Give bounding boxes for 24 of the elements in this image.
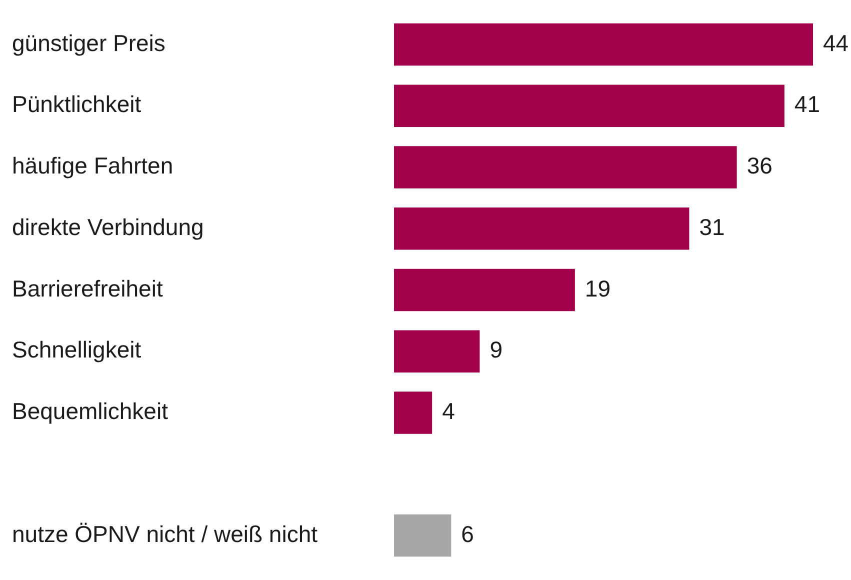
bar [394, 514, 452, 557]
bar [394, 84, 784, 128]
bar [394, 268, 575, 312]
y-tick-label: Barrierefreiheit [12, 275, 164, 302]
y-tick-label: Schnelligkeit [12, 336, 142, 363]
data-label: 41 [794, 91, 820, 118]
data-label: 44 [823, 30, 849, 56]
bar [394, 392, 432, 434]
bar [394, 146, 737, 188]
y-tick-label: häufige Fahrten [12, 152, 174, 179]
bar [394, 207, 690, 250]
data-label: 6 [461, 520, 474, 547]
y-tick-label: direkte Verbindung [12, 214, 204, 240]
bar [394, 23, 813, 66]
data-label: 19 [584, 275, 611, 302]
data-label: 4 [442, 398, 456, 424]
data-label: 31 [699, 214, 725, 240]
bar [394, 330, 480, 373]
data-label: 36 [746, 152, 772, 179]
y-tick-label: Bequemlichkeit [12, 398, 169, 424]
y-tick-label: nutze ÖPNV nicht / weiß nicht [12, 520, 318, 547]
y-tick-label: Pünktlichkeit [12, 91, 142, 118]
y-tick-label: günstiger Preis [12, 30, 166, 56]
data-label: 9 [490, 336, 502, 363]
